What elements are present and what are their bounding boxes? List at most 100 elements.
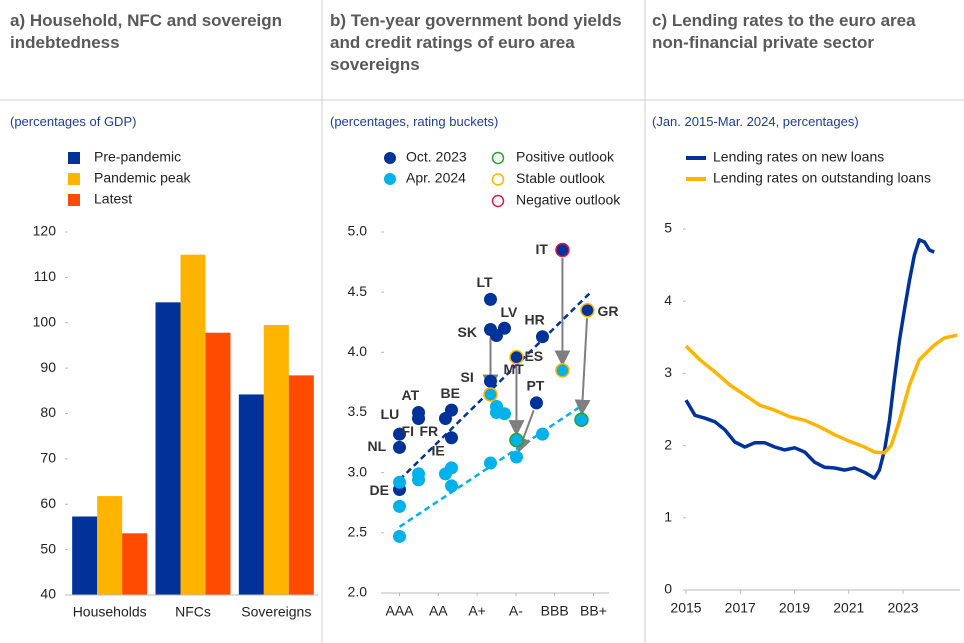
legend-label: Pre-pandemic xyxy=(94,149,181,165)
legend-label: Positive outlook xyxy=(516,149,615,165)
trend-line xyxy=(398,292,591,481)
bar xyxy=(205,332,231,595)
y-tick-label: 4.0 xyxy=(348,343,368,359)
point xyxy=(393,499,407,513)
point xyxy=(574,412,589,427)
point-label: DE xyxy=(370,482,389,498)
point xyxy=(393,427,407,441)
point xyxy=(509,450,523,464)
y-tick-label: 5 xyxy=(664,220,672,236)
y-tick-label: 1 xyxy=(664,509,672,525)
x-tick-label: 2017 xyxy=(725,600,756,616)
point-label: GR xyxy=(597,303,618,319)
point-label: SI xyxy=(460,369,473,385)
legend-label: Stable outlook xyxy=(516,170,606,186)
line xyxy=(684,333,958,455)
bar xyxy=(72,516,98,595)
y-tick-label: 2.0 xyxy=(348,584,368,600)
point xyxy=(393,475,407,489)
x-tick-label: 2023 xyxy=(887,600,918,616)
point xyxy=(535,330,549,344)
panel-subtitle: (percentages, rating buckets) xyxy=(330,114,499,129)
legend-marker xyxy=(491,194,505,208)
x-tick-label: A- xyxy=(509,603,523,619)
x-tick-label: Households xyxy=(73,604,147,620)
point xyxy=(412,412,426,426)
point xyxy=(393,529,407,543)
point xyxy=(497,321,511,335)
point xyxy=(393,440,407,454)
point xyxy=(483,387,498,402)
bar xyxy=(122,533,148,595)
panel-title: c) Lending rates to the euro area non-fi… xyxy=(652,11,916,52)
y-tick-label: 40 xyxy=(40,586,56,602)
x-tick-label: NFCs xyxy=(175,604,211,620)
y-tick-label: 3.0 xyxy=(348,463,368,479)
legend-label: Lending rates on new loans xyxy=(713,149,884,165)
y-tick-label: 2 xyxy=(664,436,672,452)
x-tick-label: 2021 xyxy=(833,600,864,616)
point xyxy=(412,467,426,481)
point xyxy=(529,396,543,410)
point-label: FR xyxy=(419,423,438,439)
point xyxy=(445,431,458,445)
point-label: SK xyxy=(457,324,476,340)
legend-label: Apr. 2024 xyxy=(406,170,466,186)
point xyxy=(445,479,458,493)
x-tick-label: AA xyxy=(429,603,448,619)
legend-label: Pandemic peak xyxy=(94,170,192,186)
point-label: LU xyxy=(381,406,400,422)
y-tick-label: 0 xyxy=(664,581,672,597)
point-label: IE xyxy=(432,442,445,458)
y-tick-label: 80 xyxy=(40,404,56,420)
point xyxy=(483,456,497,470)
point-label: AT xyxy=(402,387,420,403)
legend-label: Oct. 2023 xyxy=(406,149,467,165)
bar xyxy=(155,302,181,595)
point-label: LT xyxy=(476,274,493,290)
y-tick-label: 4 xyxy=(664,292,672,308)
y-tick-label: 60 xyxy=(40,495,56,511)
point xyxy=(535,427,549,441)
line xyxy=(684,238,935,480)
legend-label: Latest xyxy=(94,191,132,207)
bar xyxy=(263,325,289,595)
point xyxy=(445,461,458,475)
y-tick-label: 90 xyxy=(40,359,56,375)
point xyxy=(509,349,524,365)
change-arrow xyxy=(574,318,591,416)
point-label: MT xyxy=(504,361,525,377)
point-label: BE xyxy=(441,385,460,401)
point xyxy=(555,242,570,258)
x-tick-label: BBB xyxy=(541,603,569,619)
legend-swatch xyxy=(68,152,80,164)
point-label: IT xyxy=(535,241,548,257)
point-label: HR xyxy=(524,311,544,327)
legend-label: Lending rates on outstanding loans xyxy=(713,170,931,186)
point xyxy=(445,403,458,417)
point xyxy=(509,432,524,448)
y-tick-label: 5.0 xyxy=(348,223,368,239)
point xyxy=(483,374,497,388)
point-label: LV xyxy=(500,304,518,320)
x-tick-label: 2015 xyxy=(670,600,701,616)
y-tick-label: 2.5 xyxy=(348,524,368,540)
legend-marker xyxy=(491,151,505,165)
point-label: PT xyxy=(526,378,544,394)
panel-subtitle: (percentages of GDP) xyxy=(10,114,137,129)
point-label: NL xyxy=(368,438,387,454)
bar xyxy=(180,254,206,595)
point-label: FI xyxy=(402,423,414,439)
x-tick-label: A+ xyxy=(468,603,486,619)
point-label: ES xyxy=(524,348,543,364)
y-tick-label: 100 xyxy=(33,313,57,329)
y-tick-label: 4.5 xyxy=(348,283,368,299)
legend-swatch xyxy=(68,173,80,185)
x-tick-label: 2019 xyxy=(779,600,810,616)
y-tick-label: 3 xyxy=(664,364,672,380)
y-tick-label: 50 xyxy=(40,540,56,556)
panel-title: a) Household, NFC and sovereign indebted… xyxy=(10,11,283,52)
panel-subtitle: (Jan. 2015-Mar. 2024, percentages) xyxy=(652,114,859,129)
